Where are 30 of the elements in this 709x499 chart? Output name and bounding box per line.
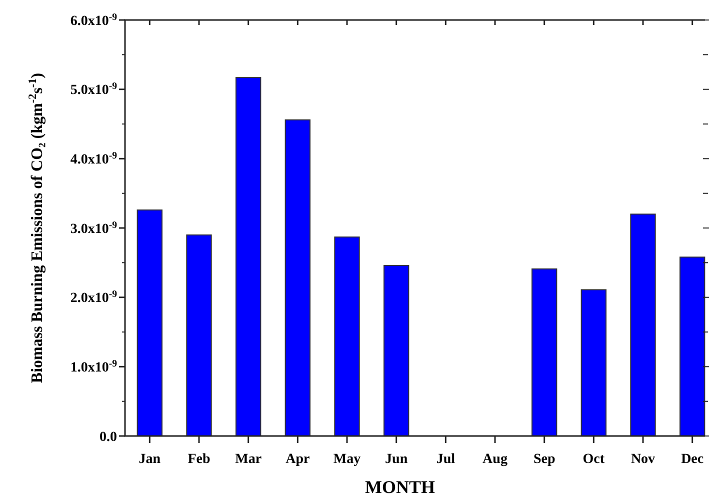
x-tick-label: Jan	[138, 452, 161, 467]
x-tick-label: Aug	[482, 452, 508, 467]
bar	[580, 289, 606, 436]
x-tick-label: Sep	[533, 452, 556, 467]
bar	[136, 209, 162, 436]
y-tick-label: 5.0x10$^{-9}$	[70, 80, 118, 98]
bar	[532, 268, 558, 436]
x-tick-label: Mar	[235, 452, 262, 467]
bar	[284, 119, 310, 436]
y-tick-label: 0.0	[100, 430, 117, 445]
bar	[186, 234, 212, 436]
bar	[630, 214, 656, 436]
x-tick-label: May	[333, 452, 361, 467]
y-tick-label: 2.0x10$^{-9}$	[70, 288, 118, 306]
bar	[334, 236, 360, 436]
y-tick-label: 3.0x10$^{-9}$	[70, 219, 118, 237]
x-tick-label: Nov	[630, 452, 656, 467]
x-tick-label: Dec	[681, 452, 704, 467]
bar	[236, 77, 262, 436]
y-tick-label: 4.0x10$^{-9}$	[70, 150, 118, 168]
bar	[680, 256, 706, 436]
y-tick-label: 1.0x10$^{-9}$	[70, 358, 118, 376]
x-tick-label: Jul	[436, 452, 456, 467]
bar	[384, 264, 410, 436]
x-tick-label: Oct	[582, 452, 605, 467]
x-tick-label: Feb	[188, 452, 210, 467]
y-tick-label: 6.0x10$^{-9}$	[70, 11, 118, 29]
x-axis-title: MONTH	[365, 477, 435, 497]
x-tick-label: Jun	[385, 452, 408, 467]
x-tick-label: Apr	[286, 452, 310, 467]
